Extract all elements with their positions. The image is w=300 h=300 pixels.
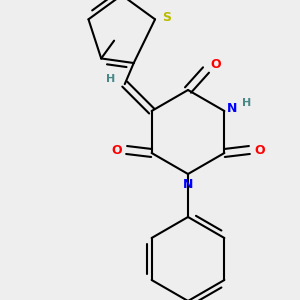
Text: N: N [227, 103, 238, 116]
Text: O: O [254, 143, 265, 157]
Text: H: H [242, 98, 251, 108]
Text: H: H [106, 74, 116, 84]
Text: S: S [163, 11, 172, 24]
Text: O: O [211, 58, 221, 71]
Text: N: N [183, 178, 193, 190]
Text: O: O [111, 143, 122, 157]
